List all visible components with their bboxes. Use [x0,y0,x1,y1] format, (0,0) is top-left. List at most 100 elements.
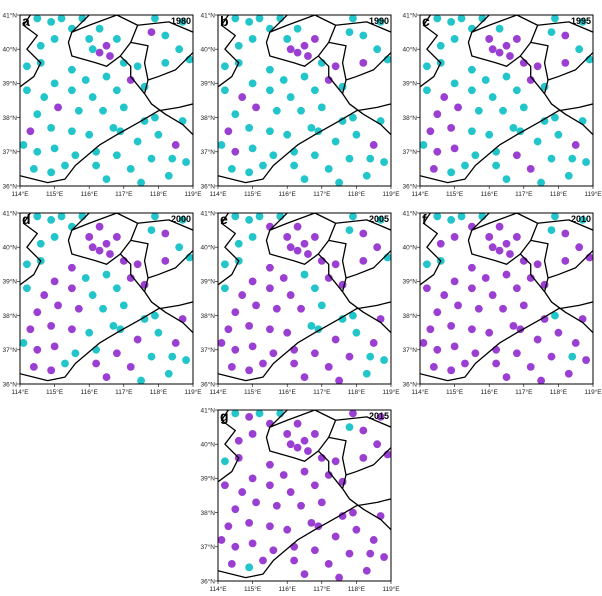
station-highlight [266,460,274,469]
x-tick-label: 116°E [481,388,499,396]
station-highlight [564,369,573,378]
station [102,270,111,279]
panel-year: 2010 [571,214,591,224]
y-tick-label: 37°N [402,346,417,354]
station [23,62,31,71]
station [109,321,118,330]
y-tick-label: 40°N [200,244,215,252]
station [71,151,80,160]
y-tick-label: 36°N [2,182,17,190]
station-highlight [352,525,361,534]
map-panel: a 1980 114°E 115°E 116°E 117°E 118°E 119°E 36°N 3… [2,11,202,198]
x-tick-label: 114°E [209,190,227,198]
station [119,301,128,310]
station [423,260,431,269]
station [300,72,309,81]
station [349,15,357,23]
station-highlight [454,103,462,112]
station-highlight [324,363,333,371]
station-highlight [133,335,142,344]
station-highlight [300,373,309,382]
station-highlight [561,58,570,67]
station-highlight [259,556,267,565]
station-highlight [526,363,535,371]
station-highlight [85,233,94,241]
station [582,158,590,166]
station-highlight [450,277,459,286]
station [61,161,69,170]
station-highlight [526,165,535,173]
station [317,301,326,310]
y-tick-label: 38°N [2,114,17,122]
station-highlight [266,284,274,293]
station [50,144,59,153]
station [362,369,371,378]
x-tick-label: 119°E [382,190,400,198]
station-highlight [95,48,104,57]
station [349,213,357,221]
station-highlight [300,436,309,445]
station [481,76,490,84]
station-highlight [266,481,274,490]
station [447,215,456,224]
station-highlight [420,339,428,347]
station-highlight [376,412,385,421]
station [447,168,456,177]
station-highlight [582,356,590,364]
station-highlight [245,518,254,527]
station [551,113,559,122]
station [495,24,504,33]
station-highlight [300,467,309,476]
panel-label: d [22,211,31,227]
station [85,130,94,139]
station-highlight [224,522,233,531]
station [218,141,226,149]
station-highlight [286,45,295,54]
station [471,151,480,160]
station-highlight [461,359,469,368]
station-highlight [471,349,480,358]
station-highlight [293,48,302,57]
station-highlight [495,48,504,57]
station-highlight [248,474,257,483]
station-highlight [231,147,240,156]
station [85,328,94,337]
x-tick-label: 116°E [481,190,499,198]
station [540,117,549,125]
station [575,45,584,54]
station-highlight [95,246,104,255]
station-highlight [561,31,570,40]
station-highlight [369,141,378,149]
station-highlight [297,501,305,510]
station [151,213,159,221]
x-tick-label: 117°E [115,190,133,198]
station [20,339,28,347]
station [310,86,319,95]
station-highlight [286,243,295,252]
station-highlight [92,359,101,368]
x-tick-label: 117°E [313,388,331,396]
station-highlight [488,243,497,252]
panel-label: f [422,211,427,227]
y-tick-label: 40°N [402,244,417,252]
x-tick-label: 114°E [11,190,29,198]
station-highlight [300,41,309,50]
station-highlight [561,256,570,265]
x-tick-label: 117°E [515,190,533,198]
y-tick-label: 38°N [200,509,215,517]
station [433,213,442,221]
station [457,213,466,221]
x-tick-label: 118°E [348,190,366,198]
station [297,106,305,115]
station-highlight [310,481,319,490]
stations [218,213,391,384]
station [468,86,476,95]
station-highlight [283,430,292,438]
station [423,86,431,95]
station-highlight [440,291,449,299]
map-panel: g 2015 114°E 115°E 116°E 117°E 118°E 119°E 36°N 3… [200,406,400,593]
x-tick-label: 114°E [411,388,429,396]
x-tick-label: 116°E [81,388,99,396]
station [519,103,528,112]
station-highlight [245,321,254,330]
